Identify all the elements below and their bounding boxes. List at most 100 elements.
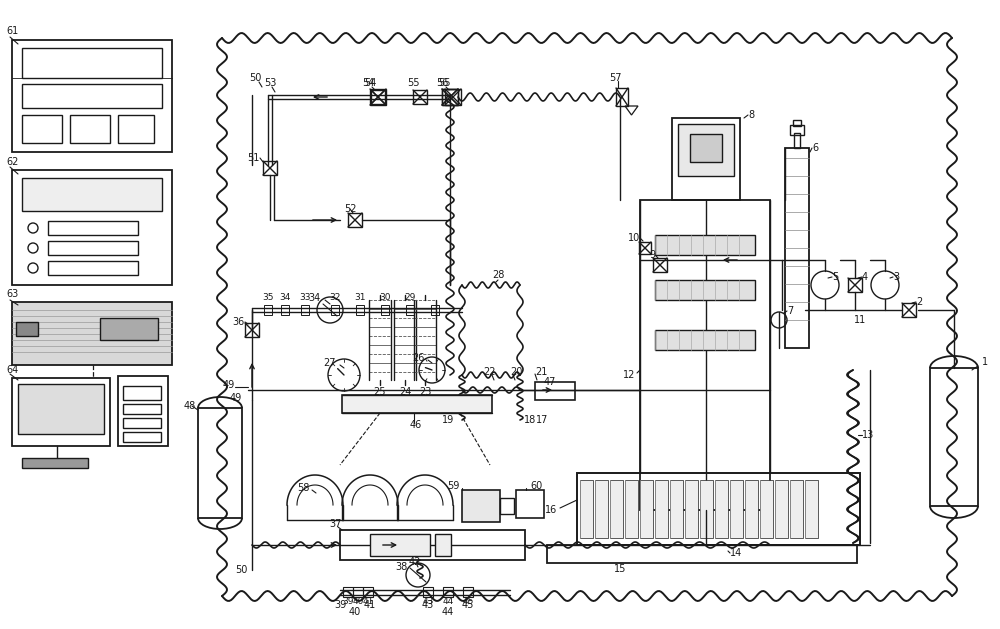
Text: 35: 35 xyxy=(262,292,274,301)
Bar xyxy=(785,148,809,348)
Text: 53: 53 xyxy=(264,78,276,88)
Text: 61: 61 xyxy=(6,26,18,36)
Text: 30: 30 xyxy=(379,292,391,301)
Bar xyxy=(793,120,801,126)
Bar xyxy=(70,115,110,143)
Bar xyxy=(12,40,172,152)
Bar xyxy=(342,395,492,413)
Bar xyxy=(462,490,500,522)
Text: 16: 16 xyxy=(545,505,557,515)
Text: 11: 11 xyxy=(854,315,866,325)
Bar xyxy=(370,534,430,556)
Text: 45: 45 xyxy=(462,600,474,610)
Bar xyxy=(595,480,608,538)
Text: 1: 1 xyxy=(982,357,988,367)
Bar xyxy=(356,305,364,315)
Bar xyxy=(760,480,773,538)
Bar xyxy=(406,305,414,315)
Bar xyxy=(381,305,389,315)
Text: 54: 54 xyxy=(362,78,374,88)
Text: 52: 52 xyxy=(344,204,356,214)
Bar xyxy=(435,534,451,556)
Bar xyxy=(48,241,138,255)
Text: 42: 42 xyxy=(409,557,421,567)
Bar xyxy=(745,480,758,538)
Bar xyxy=(653,258,667,272)
Text: 8: 8 xyxy=(748,110,754,120)
Text: 21: 21 xyxy=(535,367,547,377)
Text: 64: 64 xyxy=(6,365,18,375)
Text: 43: 43 xyxy=(422,600,434,610)
Text: 47: 47 xyxy=(544,377,556,387)
Bar xyxy=(12,302,172,365)
Text: 5: 5 xyxy=(832,272,838,282)
Text: 18: 18 xyxy=(524,415,536,425)
Bar xyxy=(577,473,860,545)
Bar xyxy=(902,303,916,317)
Text: 63: 63 xyxy=(6,289,18,299)
Text: 55: 55 xyxy=(438,78,450,88)
Bar xyxy=(22,84,162,108)
Bar xyxy=(16,322,38,336)
Text: 24: 24 xyxy=(399,387,411,397)
Bar xyxy=(413,90,427,104)
Text: 50: 50 xyxy=(249,73,261,83)
Text: 20: 20 xyxy=(510,367,522,377)
Bar xyxy=(640,200,770,510)
Bar xyxy=(363,587,373,597)
Text: 29: 29 xyxy=(404,292,416,301)
Bar xyxy=(700,480,713,538)
Text: 28: 28 xyxy=(492,270,504,280)
Bar xyxy=(655,235,755,255)
Bar xyxy=(123,418,161,428)
Text: 45: 45 xyxy=(462,596,474,606)
Bar xyxy=(580,480,593,538)
Bar xyxy=(670,480,683,538)
Bar xyxy=(264,305,272,315)
Bar xyxy=(370,89,386,105)
Bar xyxy=(431,305,439,315)
Text: 39: 39 xyxy=(342,596,354,606)
Bar xyxy=(423,587,433,597)
Bar xyxy=(281,305,289,315)
Bar xyxy=(118,115,154,143)
Bar xyxy=(655,280,755,300)
Bar xyxy=(353,587,363,597)
Bar xyxy=(690,134,722,162)
Bar xyxy=(500,498,514,514)
Bar xyxy=(930,368,978,506)
Text: 6: 6 xyxy=(812,143,818,153)
Text: 17: 17 xyxy=(536,415,548,425)
Text: 13: 13 xyxy=(862,430,874,440)
Text: 59: 59 xyxy=(448,481,460,491)
Bar xyxy=(12,378,110,446)
Text: 34: 34 xyxy=(309,293,321,303)
Text: 49: 49 xyxy=(223,380,235,390)
Text: 44: 44 xyxy=(442,607,454,617)
Text: 54: 54 xyxy=(364,78,376,88)
Text: 62: 62 xyxy=(6,157,18,167)
Text: 3: 3 xyxy=(893,272,899,282)
Bar xyxy=(805,480,818,538)
Bar xyxy=(100,318,158,340)
Text: 2: 2 xyxy=(916,297,922,307)
Text: 43: 43 xyxy=(422,596,434,606)
Bar xyxy=(547,545,857,563)
Text: 12: 12 xyxy=(623,370,635,380)
Bar xyxy=(48,221,138,235)
Bar xyxy=(463,587,473,597)
Text: 19: 19 xyxy=(442,415,454,425)
Text: 34: 34 xyxy=(279,292,291,301)
Bar xyxy=(625,480,638,538)
Text: 40: 40 xyxy=(349,607,361,617)
Text: 57: 57 xyxy=(609,73,621,83)
Text: 31: 31 xyxy=(354,292,366,301)
Bar xyxy=(263,161,277,175)
Bar xyxy=(790,125,804,135)
Bar xyxy=(672,118,740,200)
Text: 60: 60 xyxy=(530,481,542,491)
Text: 14: 14 xyxy=(730,548,742,558)
Text: 37: 37 xyxy=(330,519,342,529)
Text: 41: 41 xyxy=(364,600,376,610)
Bar xyxy=(12,170,172,285)
